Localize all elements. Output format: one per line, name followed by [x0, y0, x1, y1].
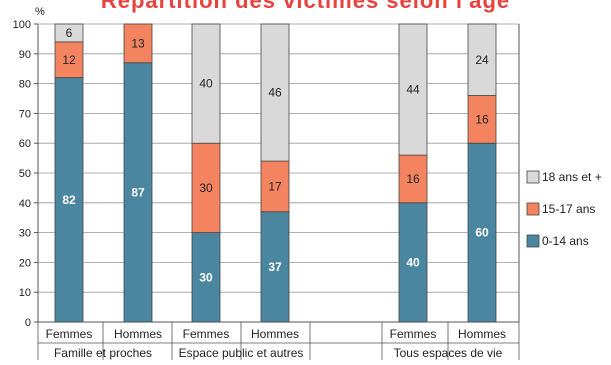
data-label: 30 [199, 270, 213, 284]
data-label: 30 [199, 181, 213, 195]
bar-segment [398, 23, 428, 156]
data-label: 16 [475, 112, 489, 126]
data-label: 24 [475, 53, 489, 67]
group-label: Famille et proches [54, 346, 152, 360]
y-tick-label: 10 [19, 287, 31, 299]
data-label: 82 [62, 193, 76, 207]
legend-swatch [526, 234, 540, 248]
data-label: 60 [475, 226, 489, 240]
bar-segment [467, 23, 497, 96]
bar-segment [467, 142, 497, 323]
x-tick-label: Hommes [458, 327, 506, 341]
legend-swatch [526, 170, 540, 184]
bar-segment [54, 77, 84, 323]
bar-segment [467, 95, 497, 144]
data-label: 37 [268, 260, 282, 274]
x-tick-label: Hommes [251, 327, 299, 341]
y-tick-label: 40 [19, 198, 31, 210]
y-tick-label: 60 [19, 138, 31, 150]
bar-segment [260, 211, 290, 323]
data-label: 12 [62, 53, 76, 67]
legend-swatch [526, 202, 540, 216]
y-tick-label: 80 [19, 79, 31, 91]
bar-segment [54, 23, 84, 43]
y-tick-label: 50 [19, 168, 31, 180]
data-label: 87 [131, 185, 145, 199]
bar-segment [398, 154, 428, 204]
data-label: 46 [268, 86, 282, 100]
legend-label: 0-14 ans [542, 234, 589, 248]
y-tick-label: 30 [19, 228, 31, 240]
bar-segment [191, 23, 221, 144]
data-label: 44 [406, 83, 420, 97]
y-tick-label: 100 [13, 19, 31, 31]
bar-segment [191, 232, 221, 323]
data-label: 16 [406, 172, 420, 186]
x-tick-label: Femmes [390, 327, 437, 341]
bar-segment [398, 202, 428, 323]
y-tick-label: 20 [19, 257, 31, 269]
x-tick-label: Femmes [183, 327, 230, 341]
group-label: Espace public et autres [179, 346, 304, 360]
legend-label: 18 ans et + [542, 170, 602, 184]
x-tick-label: Femmes [46, 327, 93, 341]
y-tick-label: 90 [19, 49, 31, 61]
bar-segment [260, 23, 290, 162]
data-label: 40 [406, 255, 420, 269]
data-label: 6 [66, 26, 73, 40]
y-unit-label: % [35, 6, 45, 18]
group-label: Tous espaces de vie [394, 346, 503, 360]
y-tick-label: 70 [19, 108, 31, 120]
data-label: 13 [131, 36, 145, 50]
chart-title: Répartition des victimes selon l'âge [100, 0, 511, 13]
y-tick-label: 0 [25, 317, 31, 329]
legend-label: 15-17 ans [542, 202, 595, 216]
bar-segment [260, 160, 290, 213]
bar-segment [191, 142, 221, 233]
x-tick-label: Hommes [114, 327, 162, 341]
data-label: 40 [199, 77, 213, 91]
bar-segment [123, 23, 153, 64]
data-label: 17 [268, 179, 282, 193]
